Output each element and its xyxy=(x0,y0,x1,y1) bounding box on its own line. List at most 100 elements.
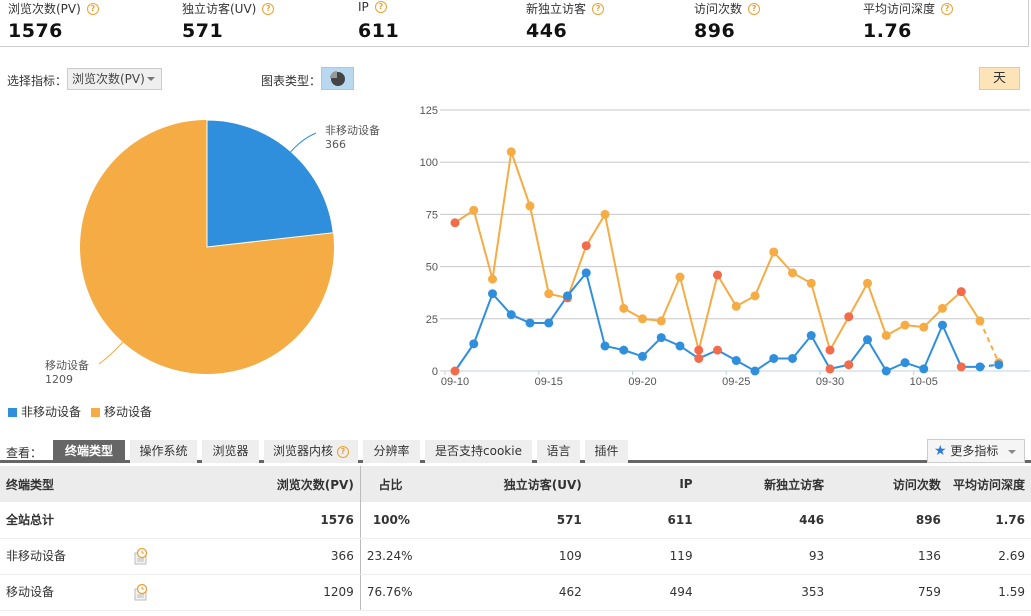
data-point[interactable] xyxy=(844,360,854,370)
history-report-icon[interactable] xyxy=(134,547,148,565)
data-point[interactable] xyxy=(544,318,554,328)
data-point[interactable] xyxy=(656,316,666,326)
data-point[interactable] xyxy=(788,268,797,278)
data-point[interactable] xyxy=(919,364,929,374)
help-icon[interactable]: ? xyxy=(941,2,954,15)
col-header-depth[interactable]: 平均访问深度 xyxy=(946,466,1031,502)
data-point[interactable] xyxy=(600,209,610,219)
data-point[interactable] xyxy=(844,312,854,322)
data-point[interactable] xyxy=(713,270,722,280)
data-point[interactable] xyxy=(469,339,479,349)
data-point[interactable] xyxy=(825,364,835,374)
data-point[interactable] xyxy=(506,310,516,320)
metric-label: 平均访问深度 xyxy=(863,2,936,16)
help-icon[interactable]: ? xyxy=(592,2,605,15)
data-point[interactable] xyxy=(900,320,910,330)
col-header-ip[interactable]: IP xyxy=(587,466,699,502)
data-point[interactable] xyxy=(731,301,741,311)
data-point[interactable] xyxy=(694,353,704,363)
tab-cookie-support[interactable]: 是否支持cookie xyxy=(425,440,532,463)
legend-item-mobile[interactable]: 移动设备 xyxy=(91,403,152,420)
help-icon[interactable]: ? xyxy=(262,2,275,15)
granularity-day-button[interactable]: 天 xyxy=(979,67,1020,90)
col-header-new-uv[interactable]: 新独立访客 xyxy=(698,466,831,502)
legend-swatch xyxy=(91,408,101,417)
tab-browser[interactable]: 浏览器 xyxy=(202,440,259,463)
data-point[interactable] xyxy=(581,241,591,251)
metric-select[interactable]: 浏览次数(PV) xyxy=(67,68,162,90)
data-point[interactable] xyxy=(769,247,779,257)
data-point[interactable] xyxy=(750,291,760,301)
data-point[interactable] xyxy=(469,205,479,215)
col-header-visits[interactable]: 访问次数 xyxy=(830,466,947,502)
data-point[interactable] xyxy=(769,353,779,363)
data-point[interactable] xyxy=(563,291,572,301)
data-point[interactable] xyxy=(750,366,760,376)
data-point[interactable] xyxy=(525,318,535,328)
data-table: 终端类型 浏览次数(PV) 占比 独立访客(UV) IP 新独立访客 访问次数 … xyxy=(0,466,1031,611)
data-point[interactable] xyxy=(713,345,722,355)
data-point[interactable] xyxy=(956,287,966,297)
data-point[interactable] xyxy=(956,362,966,372)
data-point[interactable] xyxy=(731,356,741,366)
data-point[interactable] xyxy=(619,303,629,313)
tab-os[interactable]: 操作系统 xyxy=(130,440,197,463)
legend-label: 移动设备 xyxy=(104,405,153,419)
chart-type-button[interactable] xyxy=(321,67,354,90)
data-point[interactable] xyxy=(825,345,835,355)
data-point[interactable] xyxy=(675,272,685,282)
help-icon[interactable]: ? xyxy=(748,2,761,15)
tab-language[interactable]: 语言 xyxy=(537,440,580,463)
data-point[interactable] xyxy=(506,147,516,157)
tab-browser-engine[interactable]: 浏览器内核? xyxy=(264,440,358,463)
data-point[interactable] xyxy=(600,341,610,351)
cell-new-uv: 353 xyxy=(698,574,831,611)
col-header-ratio[interactable]: 占比 xyxy=(360,466,421,502)
legend-item-non-mobile[interactable]: 非移动设备 xyxy=(8,403,81,420)
data-point[interactable] xyxy=(450,366,460,376)
data-point[interactable] xyxy=(806,331,816,341)
col-header-terminal-type[interactable]: 终端类型 xyxy=(0,466,198,502)
data-point[interactable] xyxy=(938,303,947,313)
data-point[interactable] xyxy=(919,322,929,332)
tab-label: 浏览器 xyxy=(212,444,249,458)
data-point[interactable] xyxy=(863,278,872,288)
cell-new-uv: 93 xyxy=(698,538,831,575)
data-point[interactable] xyxy=(694,345,704,355)
cell-pv: 1209 xyxy=(197,574,361,611)
data-point[interactable] xyxy=(638,351,647,361)
data-point[interactable] xyxy=(581,268,591,278)
data-point[interactable] xyxy=(881,331,891,341)
data-point[interactable] xyxy=(975,362,985,372)
data-point[interactable] xyxy=(638,314,647,324)
tab-plugins[interactable]: 插件 xyxy=(585,440,628,463)
data-point[interactable] xyxy=(619,345,629,355)
col-header-pv[interactable]: 浏览次数(PV) xyxy=(197,466,361,502)
data-point[interactable] xyxy=(938,320,947,330)
help-icon[interactable]: ? xyxy=(337,445,349,458)
data-point[interactable] xyxy=(525,201,535,211)
data-point[interactable] xyxy=(488,274,497,284)
data-point[interactable] xyxy=(656,333,666,343)
data-point[interactable] xyxy=(975,316,985,326)
tab-label: 终端类型 xyxy=(64,444,113,458)
more-metrics-button[interactable]: ★ 更多指标 xyxy=(927,439,1025,463)
data-point[interactable] xyxy=(863,335,872,345)
data-point[interactable] xyxy=(994,360,1004,370)
tab-resolution[interactable]: 分辨率 xyxy=(363,440,420,463)
line-chart: 0 25 50 75 100 125 09-10 09-15 09-20 09-25 09-30 10… xyxy=(420,105,1030,388)
data-point[interactable] xyxy=(806,278,816,288)
help-icon[interactable]: ? xyxy=(86,2,99,15)
data-point[interactable] xyxy=(881,366,891,376)
data-point[interactable] xyxy=(450,218,460,228)
history-report-icon[interactable] xyxy=(134,583,148,601)
help-icon[interactable]: ? xyxy=(374,1,387,13)
tab-terminal-type[interactable]: 终端类型 xyxy=(53,440,125,463)
data-point[interactable] xyxy=(900,358,910,368)
col-header-uv[interactable]: 独立访客(UV) xyxy=(420,466,588,502)
data-point[interactable] xyxy=(675,341,685,351)
pie-slice-non-mobile[interactable] xyxy=(206,119,334,248)
data-point[interactable] xyxy=(488,289,497,299)
data-point[interactable] xyxy=(788,353,797,363)
data-point[interactable] xyxy=(544,289,554,299)
